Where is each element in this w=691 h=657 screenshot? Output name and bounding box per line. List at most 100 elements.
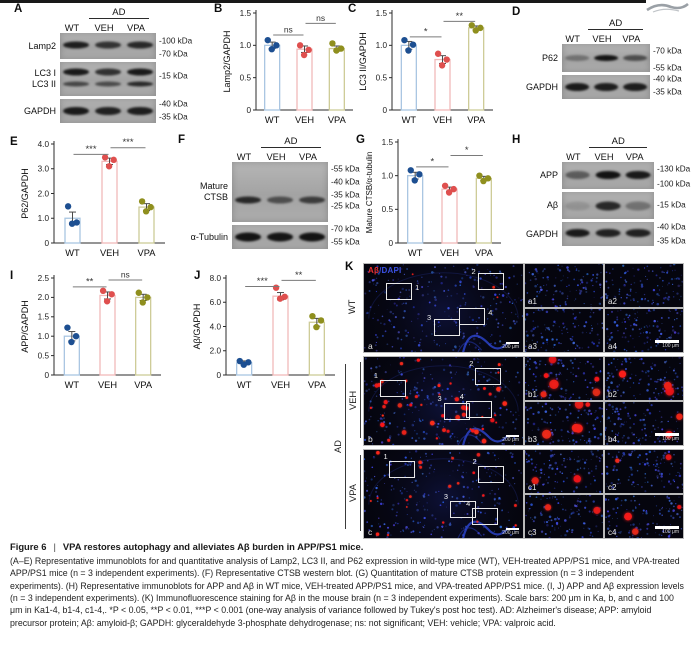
y-tick-label: 0.5 (38, 351, 50, 360)
x-category-label: VEH (440, 248, 459, 258)
blot-row: Aβ 15 kDa (518, 192, 691, 219)
x-category-label: VPA (134, 380, 153, 390)
lane-label-VEH: VEH (94, 23, 114, 33)
y-tick-label: 0 (388, 239, 393, 248)
molecular-weight-marker: 70 kDa (653, 47, 682, 56)
y-tick-label: 6.0 (210, 298, 222, 307)
data-point-VEH (300, 51, 308, 59)
roi-box-2: 2 (469, 359, 502, 385)
data-point-WT (407, 167, 414, 174)
blot-membrane (562, 222, 654, 246)
row-label-vpa: VPA (348, 484, 358, 502)
significance-label: * (430, 156, 434, 167)
roi-box-3: 3 (438, 394, 470, 420)
protein-band (126, 68, 153, 76)
panel-j-label: J (194, 270, 201, 282)
bar-WT (407, 175, 424, 244)
bar-VEH (101, 160, 118, 244)
lane-label-VEH: VEH (266, 152, 286, 162)
roi-box-2: 2 (471, 267, 505, 290)
y-tick-label: 1.0 (376, 41, 388, 50)
protein-band (623, 55, 647, 61)
roi-box-3: 3 (427, 313, 460, 336)
panel-h-blot-image: AD WT VEH VPA APP 130 kDa 100 kDa Aβ 15 kDa GAPDH… (518, 136, 691, 249)
roi-number: 3 (437, 393, 442, 403)
tile-label: c4 (608, 528, 617, 537)
ad-group-label: AD (587, 18, 644, 30)
roi-box-1: 1 (386, 283, 419, 301)
data-point-VPA (139, 299, 146, 306)
data-point-VPA (309, 312, 316, 320)
top-divider (0, 0, 646, 3)
panel-g-bar-chart: 0 0.5 1.0 1.5 Mature CTSB/α-tubulin WT VEH VPA *… (364, 134, 506, 265)
fluorescence-image (605, 309, 683, 352)
blot-membrane (232, 225, 328, 249)
y-tick-label: 0 (216, 371, 221, 380)
panel-d-label: D (512, 6, 521, 18)
y-tick-label: 2.0 (38, 189, 50, 198)
molecular-weight-marker: 25 kDa (331, 201, 360, 210)
zoom-tile-b3: b3 (524, 401, 604, 446)
bar-VPA (475, 177, 492, 244)
panel-k-label: K (345, 261, 354, 273)
row-label-veh: VEH (348, 390, 358, 410)
zoom-tile-c3: c3 (524, 494, 604, 539)
panel-i-chart: I 0 0.5 1.0 1.5 2.0 2.5 APP/GAPDH WT VEH VPA ** ns (10, 266, 166, 392)
data-point-VPA (333, 47, 340, 54)
x-category-label: WT (402, 115, 417, 125)
protein-label: Lamp2 (28, 40, 56, 51)
data-point-VEH (296, 42, 304, 49)
panel-c-chart: C 0 0.5 1.0 1.5 LC3 II/GAPDH WT VEH VPA * ** (348, 3, 500, 127)
data-point-VPA (472, 27, 479, 34)
protein-band (565, 228, 591, 237)
tile-label: b1 (528, 390, 537, 399)
panel-k-immunofluorescence: K WT AD VEH VPA Aβ/DAPI 1 2 3 4 a 200 μm a1 a2 a3 a4 10… (332, 261, 691, 539)
fluorescence-image (605, 450, 683, 493)
protein-band (126, 106, 153, 115)
ad-group-label: AD (260, 136, 322, 148)
blot-membrane (562, 44, 650, 72)
protein-band (625, 228, 651, 237)
blot-membrane (60, 33, 156, 59)
bar-VEH (99, 294, 116, 376)
x-category-label: VEH (98, 380, 117, 390)
data-point-VEH (103, 298, 111, 305)
roi-number: 2 (471, 266, 476, 276)
protein-label: LC3 II (31, 79, 56, 89)
roi-box-3: 3 (444, 492, 476, 519)
roi-number: 4 (459, 392, 464, 401)
ad-group-label: AD (589, 136, 648, 148)
molecular-weight-marker: 15 kDa (159, 72, 188, 81)
y-tick-label: 0 (246, 106, 251, 115)
lane-label-WT: WT (566, 152, 581, 162)
data-point-WT (264, 36, 271, 44)
blot-membrane (232, 162, 328, 222)
roi-box-4: 4 (466, 499, 499, 526)
data-point-WT (64, 203, 72, 210)
image-letter: a (368, 341, 373, 351)
blot-header: AD WT VEH VPA (228, 136, 324, 162)
data-point-VEH (438, 62, 446, 69)
roi-number: 1 (383, 451, 388, 461)
zoom-tile-a1: a1 (524, 263, 604, 308)
protein-band (95, 81, 121, 87)
blot-row: Lamp2 100 kDa 70 kDa (18, 33, 211, 59)
blot-row: GAPDH 40 kDa 35 kDa (518, 75, 691, 99)
blot-row: APP 130 kDa 100 kDa (518, 162, 691, 189)
y-tick-label: 4.0 (210, 322, 222, 331)
data-point-VPA (138, 198, 146, 205)
significance-label: *** (257, 276, 268, 287)
data-point-VEH (110, 156, 117, 164)
y-axis-label: Mature CTSB/α-tubulin (365, 152, 374, 234)
ad-bracket-line (345, 364, 346, 529)
y-tick-label: 0 (44, 239, 49, 248)
figure-number: Figure 6 (10, 541, 47, 552)
molecular-weight-marker: 40 kDa (657, 222, 686, 231)
protein-band (595, 228, 621, 237)
scale-bar-100um: 100 μm (655, 433, 679, 442)
roi-box-4: 4 (459, 308, 492, 325)
fluorescence-image (605, 495, 683, 538)
y-tick-label: 1.5 (382, 138, 394, 147)
fluorescence-image (525, 495, 603, 538)
